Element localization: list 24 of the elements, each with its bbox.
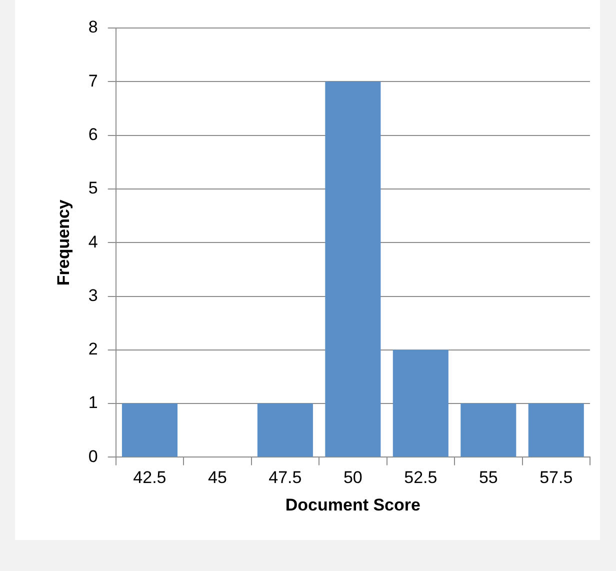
bar (122, 404, 178, 457)
x-tick-label: 52.5 (404, 468, 438, 488)
bar (257, 404, 313, 457)
bar (528, 404, 584, 457)
x-tick-label: 50 (343, 468, 362, 488)
y-tick-label: 4 (88, 232, 98, 252)
y-tick-label: 2 (88, 340, 98, 359)
y-tick-label: 8 (88, 18, 98, 37)
y-tick-label: 3 (88, 286, 98, 305)
bar (392, 350, 448, 457)
x-tick-label: 57.5 (540, 468, 573, 488)
bar (460, 404, 516, 457)
x-tick-label: 47.5 (268, 468, 302, 488)
y-tick-label: 6 (88, 124, 98, 144)
x-tick-label: 42.5 (133, 468, 166, 488)
y-tick-label: 1 (88, 393, 98, 412)
y-axis-title: Frequency (54, 199, 73, 286)
x-tick-label: 55 (478, 468, 498, 488)
y-tick-label: 0 (88, 446, 98, 466)
bar (325, 82, 381, 457)
y-tick-label: 7 (88, 71, 98, 90)
x-tick-label: 45 (208, 468, 227, 488)
x-axis-title: Document Score (285, 495, 420, 514)
y-tick-label: 5 (88, 178, 98, 198)
